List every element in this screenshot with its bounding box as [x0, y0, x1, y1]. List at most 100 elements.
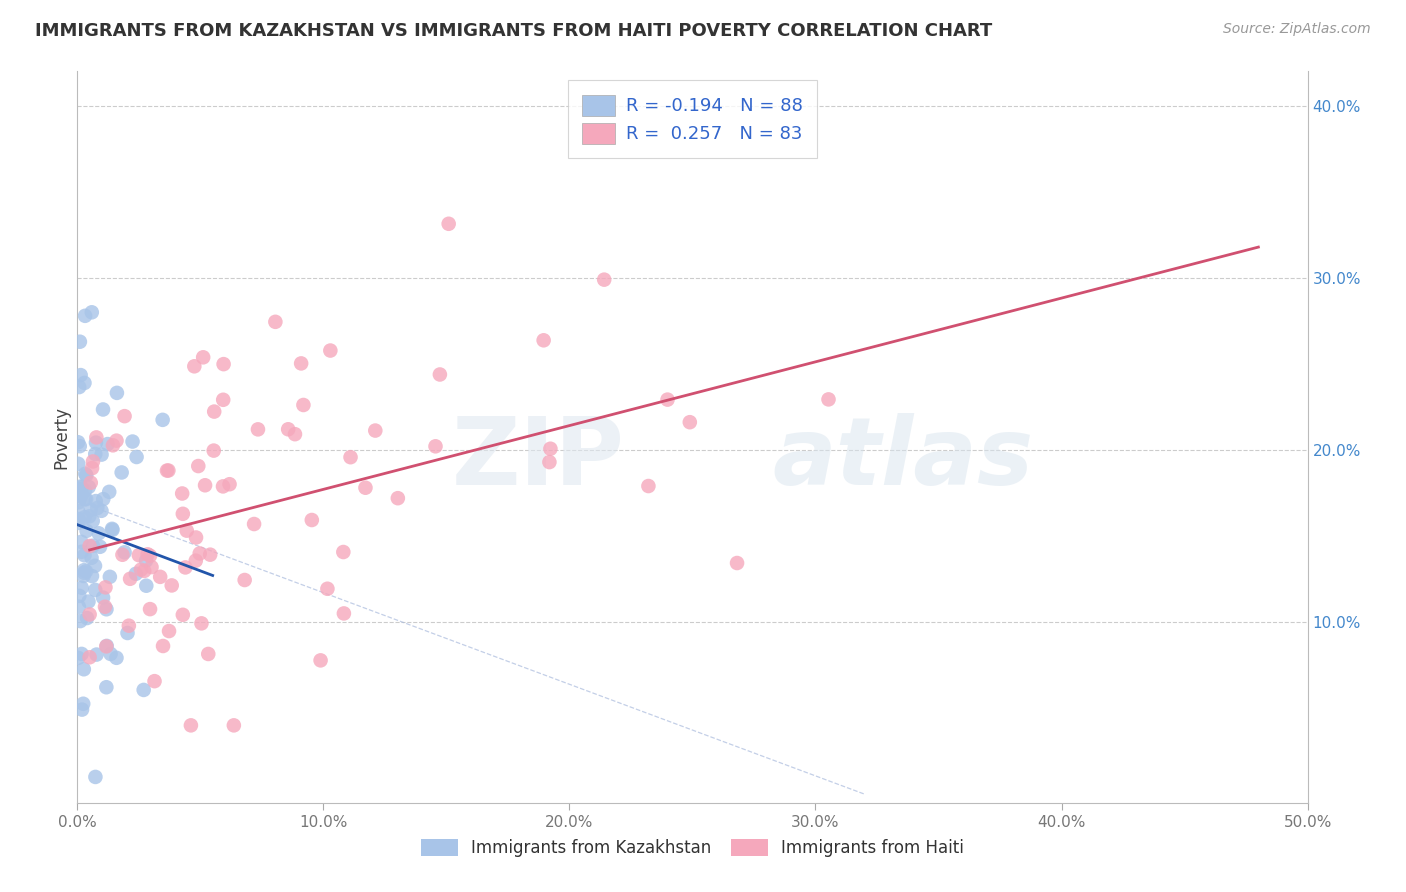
Point — [69, 483, 91, 497]
Point — [105, 434, 128, 448]
Point — [101, 523, 124, 537]
Point — [160, 578, 183, 592]
Point — [679, 415, 702, 429]
Point — [105, 385, 128, 400]
Point — [136, 547, 159, 561]
Text: Source: ZipAtlas.com: Source: ZipAtlas.com — [1223, 22, 1371, 37]
Point — [70, 581, 93, 595]
Point — [73, 566, 96, 580]
Point — [98, 570, 121, 584]
Point — [96, 680, 118, 694]
Point — [75, 492, 97, 507]
Point — [84, 582, 107, 597]
Point — [70, 647, 93, 661]
Point — [129, 563, 152, 577]
Point — [139, 602, 162, 616]
Point — [157, 624, 180, 638]
Point — [538, 455, 561, 469]
Point — [80, 461, 103, 475]
Point — [67, 651, 90, 665]
Point — [80, 569, 103, 583]
Point — [354, 481, 377, 495]
Point — [84, 494, 107, 508]
Point — [174, 560, 197, 574]
Point — [76, 611, 98, 625]
Point — [100, 647, 122, 661]
Point — [429, 368, 451, 382]
Point — [105, 650, 128, 665]
Point — [98, 484, 121, 499]
Point — [70, 534, 93, 549]
Point — [657, 392, 679, 407]
Point — [86, 648, 108, 662]
Point — [79, 509, 101, 524]
Point — [69, 439, 91, 453]
Point — [222, 718, 245, 732]
Point — [364, 424, 387, 438]
Point — [194, 478, 217, 492]
Point — [82, 454, 104, 468]
Point — [316, 582, 339, 596]
Point — [67, 599, 90, 614]
Point — [79, 607, 101, 622]
Point — [117, 626, 139, 640]
Point — [533, 334, 555, 348]
Point — [73, 563, 96, 577]
Point — [292, 398, 315, 412]
Point — [139, 549, 162, 563]
Point — [75, 467, 97, 481]
Point — [90, 448, 112, 462]
Point — [86, 501, 108, 516]
Point — [67, 435, 90, 450]
Point — [75, 468, 97, 483]
Point — [73, 376, 96, 390]
Point — [70, 545, 93, 559]
Point — [96, 639, 118, 653]
Point — [67, 504, 90, 518]
Point — [284, 427, 307, 442]
Point — [67, 380, 90, 394]
Point — [72, 569, 94, 583]
Point — [184, 554, 207, 568]
Point — [73, 662, 96, 676]
Point — [72, 697, 94, 711]
Point — [96, 602, 118, 616]
Point — [67, 488, 90, 502]
Point — [114, 545, 136, 559]
Point — [188, 546, 211, 560]
Point — [437, 217, 460, 231]
Point — [152, 639, 174, 653]
Point — [172, 486, 194, 500]
Point — [593, 273, 616, 287]
Point — [725, 556, 748, 570]
Point — [84, 770, 107, 784]
Point — [143, 674, 166, 689]
Point — [80, 475, 103, 490]
Point — [69, 479, 91, 493]
Point — [79, 539, 101, 553]
Point — [73, 549, 96, 563]
Point — [70, 485, 93, 500]
Point — [197, 647, 219, 661]
Point — [141, 560, 163, 574]
Point — [172, 507, 194, 521]
Point — [212, 479, 235, 493]
Point — [132, 682, 155, 697]
Point — [76, 524, 98, 538]
Point — [332, 545, 354, 559]
Y-axis label: Poverty: Poverty — [52, 406, 70, 468]
Point — [73, 510, 96, 524]
Point — [91, 492, 114, 507]
Point — [246, 422, 269, 436]
Point — [67, 495, 90, 509]
Point — [121, 434, 143, 449]
Point — [91, 591, 114, 605]
Point — [243, 516, 266, 531]
Point — [387, 491, 409, 505]
Point — [152, 413, 174, 427]
Point — [84, 447, 107, 461]
Point — [89, 540, 111, 554]
Point — [69, 368, 91, 383]
Point — [183, 359, 205, 374]
Point — [69, 614, 91, 628]
